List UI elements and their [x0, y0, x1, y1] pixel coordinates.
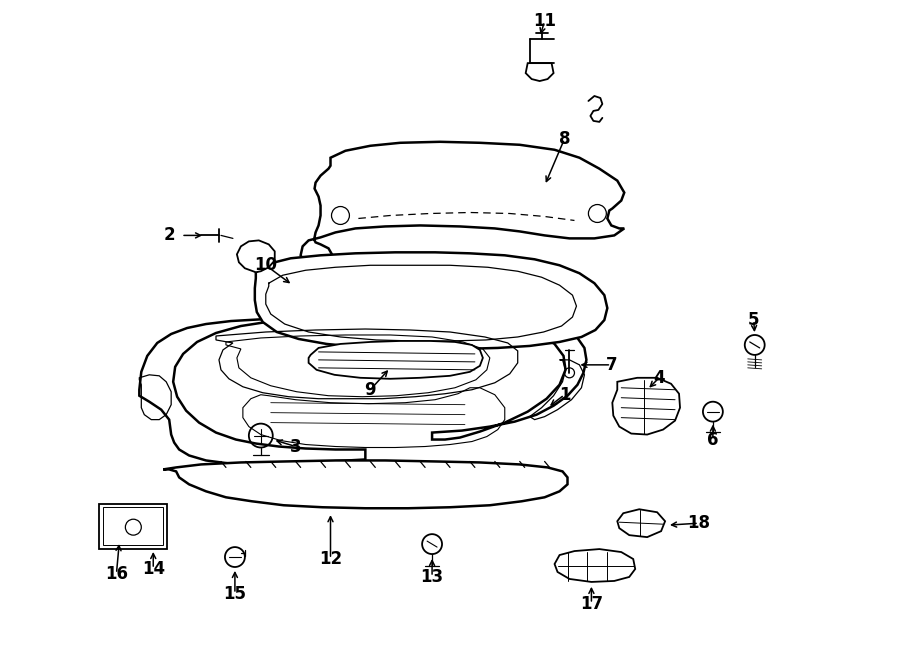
Text: 16: 16 — [105, 565, 128, 583]
Text: 9: 9 — [364, 381, 376, 399]
Text: 6: 6 — [707, 430, 718, 449]
Text: 3: 3 — [290, 438, 302, 455]
Text: 11: 11 — [533, 13, 556, 30]
Polygon shape — [140, 317, 587, 465]
Text: 18: 18 — [688, 514, 710, 532]
Polygon shape — [612, 378, 680, 434]
Text: 7: 7 — [606, 356, 617, 374]
Text: 2: 2 — [164, 227, 175, 245]
Polygon shape — [301, 142, 625, 268]
Polygon shape — [617, 509, 665, 537]
Bar — [104, 507, 163, 545]
Polygon shape — [309, 341, 483, 379]
Text: 12: 12 — [319, 550, 342, 568]
Text: 4: 4 — [653, 369, 665, 387]
Polygon shape — [255, 253, 608, 349]
Polygon shape — [237, 241, 274, 272]
Text: 8: 8 — [559, 130, 571, 148]
Text: 15: 15 — [223, 585, 247, 603]
Polygon shape — [163, 461, 568, 508]
Polygon shape — [554, 549, 635, 582]
Text: 1: 1 — [559, 386, 571, 404]
Text: 5: 5 — [748, 311, 760, 329]
Polygon shape — [526, 63, 554, 81]
Text: 14: 14 — [141, 560, 165, 578]
Text: 17: 17 — [580, 595, 603, 613]
Text: 10: 10 — [255, 256, 277, 274]
Bar — [100, 504, 167, 549]
Text: 13: 13 — [420, 568, 444, 586]
